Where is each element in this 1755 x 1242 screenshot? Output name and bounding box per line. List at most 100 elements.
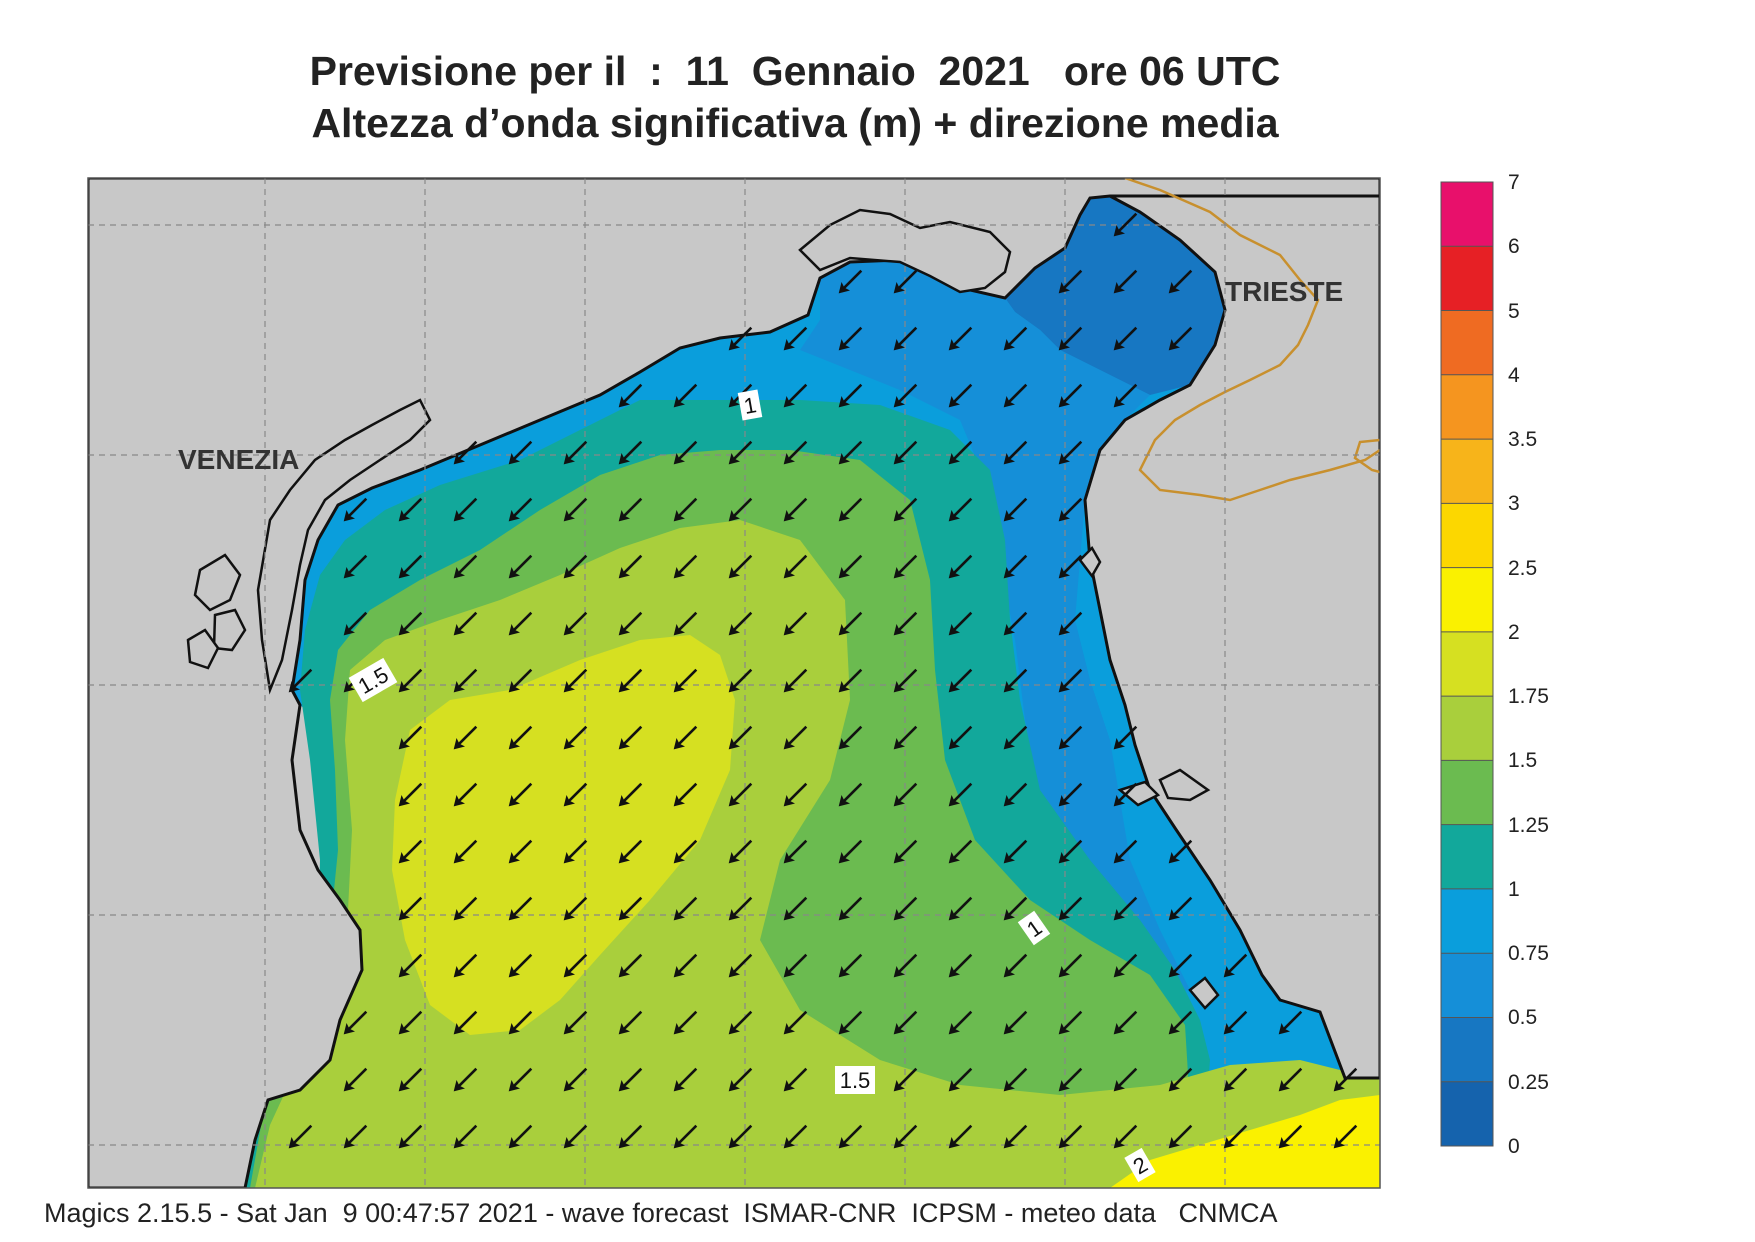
- wave-direction-arrows: [288, 212, 1358, 1149]
- colorbar-segment: [1441, 760, 1493, 826]
- direction-arrow: [948, 896, 973, 921]
- direction-arrow: [783, 1010, 808, 1035]
- direction-arrow: [728, 440, 753, 465]
- direction-arrow: [1168, 896, 1193, 921]
- direction-arrow: [453, 668, 478, 693]
- border-line: [1353, 438, 1380, 474]
- direction-arrow: [1058, 782, 1083, 807]
- direction-arrow: [838, 782, 863, 807]
- direction-arrow: [563, 554, 588, 579]
- contour-label: 1.5: [840, 1068, 871, 1093]
- direction-arrow: [783, 383, 808, 408]
- direction-arrow: [893, 782, 918, 807]
- direction-arrow: [783, 839, 808, 864]
- lagoon-venezia: [256, 398, 432, 695]
- colorbar-tick-label: 6: [1508, 235, 1520, 259]
- direction-arrow: [783, 497, 808, 522]
- direction-arrow: [453, 554, 478, 579]
- place-label-venezia: VENEZIA: [178, 444, 299, 475]
- direction-arrow: [1003, 1010, 1028, 1035]
- direction-arrow: [453, 953, 478, 978]
- direction-arrow: [783, 668, 808, 693]
- direction-arrow: [673, 668, 698, 693]
- direction-arrow: [508, 497, 533, 522]
- direction-arrow: [673, 1067, 698, 1092]
- direction-arrow: [1113, 1067, 1138, 1092]
- direction-arrow: [1058, 953, 1083, 978]
- colorbar-segment: [1441, 953, 1493, 1018]
- direction-arrow: [728, 896, 753, 921]
- direction-arrow: [783, 326, 808, 351]
- colorbar-tick-label: 2.5: [1508, 556, 1538, 580]
- lagoon-grado: [798, 208, 1012, 294]
- direction-arrow: [453, 1010, 478, 1035]
- direction-arrow: [563, 497, 588, 522]
- contour-label: 1: [742, 392, 758, 419]
- direction-arrow: [618, 1124, 643, 1149]
- direction-arrow: [508, 839, 533, 864]
- direction-arrow: [728, 782, 753, 807]
- direction-arrow: [838, 611, 863, 636]
- direction-arrow: [398, 497, 423, 522]
- direction-arrow: [1003, 383, 1028, 408]
- direction-arrow: [1113, 326, 1138, 351]
- direction-arrow: [1058, 269, 1083, 294]
- direction-arrow: [948, 1067, 973, 1092]
- colorbar-segment: [1441, 182, 1493, 247]
- direction-arrow: [948, 725, 973, 750]
- direction-arrow: [728, 1010, 753, 1035]
- direction-arrow: [1278, 1010, 1303, 1035]
- colorbar-tick-label: 2: [1508, 620, 1520, 644]
- direction-arrow: [508, 1124, 533, 1149]
- direction-arrow: [838, 554, 863, 579]
- direction-arrow: [838, 839, 863, 864]
- direction-arrow: [838, 497, 863, 522]
- colorbar-tick-label: 0: [1508, 1135, 1520, 1158]
- colorbar-tick-label: 1.5: [1508, 749, 1538, 773]
- direction-arrow: [948, 839, 973, 864]
- direction-arrow: [453, 839, 478, 864]
- direction-arrow: [508, 440, 533, 465]
- land-masses: [88, 178, 1380, 1188]
- direction-arrow: [893, 1067, 918, 1092]
- direction-arrow: [673, 782, 698, 807]
- direction-arrow: [618, 953, 643, 978]
- direction-arrow: [1223, 1124, 1248, 1149]
- direction-arrow: [398, 1067, 423, 1092]
- colorbar-segment: [1441, 696, 1493, 761]
- direction-arrow: [728, 725, 753, 750]
- direction-arrow: [563, 839, 588, 864]
- colorbar-segment: [1441, 439, 1493, 504]
- land-istria: [1083, 194, 1380, 1080]
- colorbar-tick-label: 3.5: [1508, 428, 1538, 452]
- direction-arrow: [893, 1124, 918, 1149]
- direction-arrow: [453, 725, 478, 750]
- colorbar-frame: [1440, 181, 1494, 1147]
- direction-arrow: [838, 383, 863, 408]
- direction-arrow: [563, 896, 588, 921]
- direction-arrow: [618, 725, 643, 750]
- direction-arrow: [838, 896, 863, 921]
- direction-arrow: [1003, 611, 1028, 636]
- direction-arrow: [453, 611, 478, 636]
- direction-arrow: [453, 896, 478, 921]
- colorbar-tick-label: 1.75: [1508, 685, 1549, 709]
- direction-arrow: [893, 725, 918, 750]
- direction-arrow: [508, 896, 533, 921]
- direction-arrow: [673, 1010, 698, 1035]
- direction-arrow: [893, 383, 918, 408]
- direction-arrow: [728, 611, 753, 636]
- direction-arrow: [343, 497, 368, 522]
- direction-arrow: [1058, 497, 1083, 522]
- colorbar-segment: [1441, 310, 1493, 376]
- direction-arrow: [948, 1124, 973, 1149]
- direction-arrow: [673, 440, 698, 465]
- colorbar-tick-label: 0.25: [1508, 1070, 1549, 1094]
- direction-arrow: [563, 1124, 588, 1149]
- direction-arrow: [1003, 326, 1028, 351]
- direction-arrow: [1278, 1124, 1303, 1149]
- direction-arrow: [1113, 782, 1138, 807]
- direction-arrow: [783, 1067, 808, 1092]
- direction-arrow: [948, 497, 973, 522]
